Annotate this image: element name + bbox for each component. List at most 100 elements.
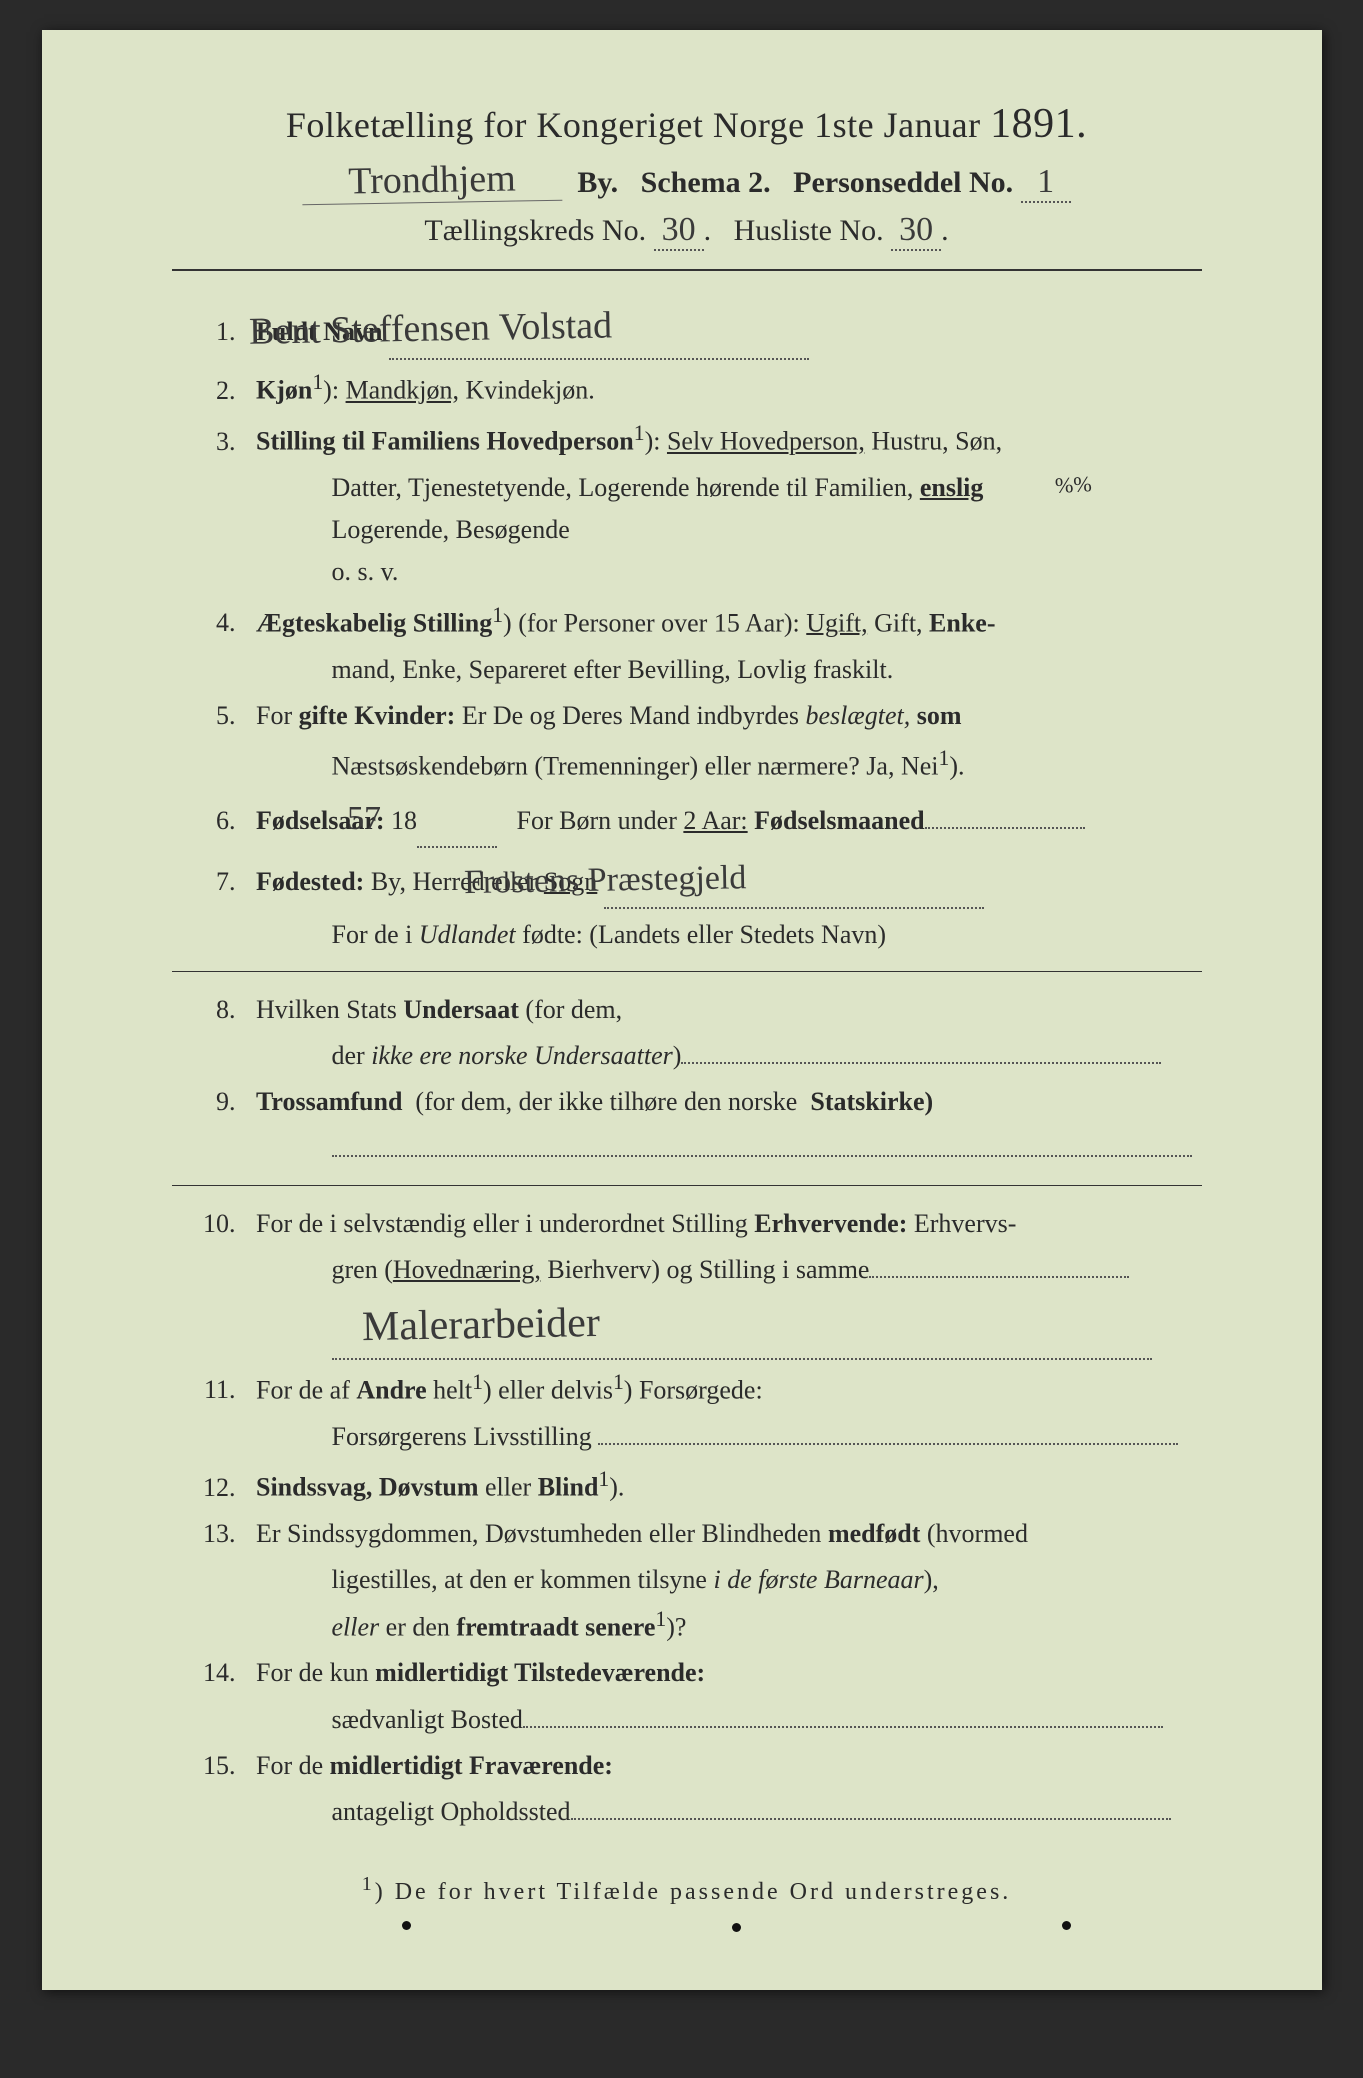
city-handwritten: Trondhjem: [302, 156, 563, 206]
l11f: Forsørgerens Livsstilling: [332, 1422, 592, 1451]
selv-hovedperson: Selv Hovedperson,: [667, 427, 865, 456]
l5a: For: [256, 701, 292, 730]
title-year: 1891.: [990, 101, 1087, 147]
l6d: 2 Aar:: [683, 806, 747, 835]
l8a: Hvilken Stats: [256, 995, 397, 1024]
husliste-label: Husliste No.: [734, 214, 884, 247]
item-11-cont: Forsørgerens Livsstilling: [142, 1417, 1232, 1457]
year-hand: 57: [347, 800, 381, 837]
medfodt: medfødt: [828, 1519, 920, 1548]
footnote: 1) De for hvert Tilfælde passende Ord un…: [142, 1873, 1232, 1906]
num-13: 13.: [182, 1514, 236, 1554]
tros-field: [332, 1155, 1192, 1157]
item-13-cont1: ligestilles, at den er kommen tilsyne i …: [142, 1560, 1232, 1600]
kreds-label: Tællingskreds No.: [424, 214, 646, 247]
num-2: 2.: [182, 371, 236, 411]
label-kjon: Kjøn: [256, 376, 312, 405]
name-handwritten: Bent Steffensen Volstad: [318, 296, 612, 360]
trossamfund: Trossamfund: [256, 1087, 402, 1116]
bosted-field: [523, 1726, 1163, 1728]
sup-12: 1: [598, 1467, 609, 1491]
mandkjon: Mandkjøn,: [346, 376, 459, 405]
l8c: (for dem,: [525, 995, 622, 1024]
enslig: enslig: [920, 473, 984, 502]
item-15: 15. For de midlertidigt Fraværende:: [142, 1746, 1232, 1786]
subline-1: Trondhjem By. Schema 2. Personseddel No.…: [142, 158, 1232, 203]
erhvervende: Erhvervende:: [754, 1209, 907, 1238]
footnote-sup: 1: [362, 1873, 375, 1895]
l4d: Gift,: [874, 608, 922, 637]
num-14: 14.: [182, 1653, 236, 1693]
subline-2: Tællingskreds No. 30. Husliste No. 30.: [142, 211, 1232, 251]
l11e: ) Forsørgede:: [624, 1375, 763, 1404]
divider-1: [172, 971, 1202, 972]
l3g: Logerende, Besøgende: [332, 515, 570, 544]
l12d: ).: [609, 1473, 624, 1502]
l10d: gren (: [332, 1255, 393, 1284]
l5c: Er De og Deres Mand indbyrdes: [462, 701, 799, 730]
ophold-field: [571, 1818, 1171, 1820]
l13g: eller: [332, 1612, 380, 1641]
item-6: 6. Fødselsaar: 1857 For Børn under 2 Aar…: [142, 793, 1232, 848]
ink-dot-1: [402, 1921, 411, 1930]
l13j: )?: [666, 1612, 686, 1641]
item-1: 1. Fuldt Navn Bent Steffensen Volstad: [142, 299, 1232, 360]
l13f: ),: [924, 1565, 939, 1594]
item-10-cont2: Malerarbeider: [142, 1293, 1232, 1360]
ink-dot-2: [732, 1923, 741, 1932]
sup-11b: 1: [613, 1370, 624, 1394]
item-5: 5. For gifte Kvinder: Er De og Deres Man…: [142, 696, 1232, 736]
num-8: 8.: [182, 990, 236, 1030]
l9b: (for dem, der ikke tilhøre den norske: [415, 1087, 797, 1116]
l13e: i de første Barneaar: [713, 1565, 923, 1594]
item-7-cont: For de i Udlandet fødte: (Landets eller …: [142, 915, 1232, 955]
l5f: Næstsøskendebørn (Tremenninger) eller næ…: [332, 752, 939, 781]
ink-dot-3: [1062, 1921, 1071, 1930]
l8d: der: [332, 1041, 365, 1070]
sup-4: 1: [492, 603, 503, 627]
sup-5: 1: [939, 746, 950, 770]
sup-2: 1: [312, 370, 323, 394]
l15c: antageligt Opholdssted: [332, 1797, 571, 1826]
item-2: 2. Kjøn1): Mandkjøn, Kvindekjøn.: [142, 366, 1232, 411]
num-9: 9.: [182, 1082, 236, 1122]
erhverv-field-1: [869, 1276, 1129, 1278]
tilstedevaerende: midlertidigt Tilstedeværende:: [375, 1658, 705, 1687]
occupation-hand: Malerarbeider: [361, 1291, 600, 1360]
item-14: 14. For de kun midlertidigt Tilstedevære…: [142, 1653, 1232, 1693]
l8e: ikke ere norske Undersaatter: [371, 1041, 673, 1070]
fodested: Fødested:: [256, 867, 364, 896]
label-stilling: Stilling til Familiens Hovedperson: [256, 427, 634, 456]
gifte-kvinder: gifte Kvinder:: [299, 701, 456, 730]
item-14-cont: sædvanligt Bosted: [142, 1700, 1232, 1740]
sup-3: 1: [634, 421, 645, 445]
title-line: Folketælling for Kongeriget Norge 1ste J…: [142, 100, 1232, 148]
num-10: 10.: [182, 1204, 236, 1244]
l5g: ).: [949, 752, 964, 781]
item-8: 8. Hvilken Stats Undersaat (for dem,: [142, 990, 1232, 1030]
l6b: 18: [391, 806, 417, 835]
month-field: [925, 827, 1085, 829]
item-10: 10. For de i selvstændig eller i underor…: [142, 1204, 1232, 1244]
blind: Blind: [538, 1473, 599, 1502]
item-3-cont3: o. s. v.: [142, 552, 1232, 592]
l3d: Hustru, Søn,: [871, 427, 1002, 456]
schema-label: Schema 2.: [641, 166, 771, 199]
scribble-mark: %%: [1054, 467, 1092, 503]
sup-13: 1: [655, 1607, 666, 1631]
item-3-cont2: Logerende, Besøgende: [142, 510, 1232, 550]
footnote-text: ) De for hvert Tilfælde passende Ord und…: [375, 1879, 1012, 1905]
l13h: er den: [386, 1612, 450, 1641]
year-field: 57: [417, 793, 497, 848]
l13a: Er Sindssygdommen, Døvstumheden eller Bl…: [256, 1519, 821, 1548]
sindssvag: Sindssvag, Døvstum: [256, 1473, 479, 1502]
enke: Enke-: [929, 608, 995, 637]
l4b: ) (for Personer over 15 Aar):: [503, 608, 800, 637]
item-3: 3. Stilling til Familiens Hovedperson1):…: [142, 417, 1232, 462]
l3e: Datter, Tjenestetyende, Logerende hørend…: [332, 473, 914, 502]
num-6: 6.: [182, 801, 236, 841]
undersaat-field: [681, 1062, 1161, 1064]
l7d: For de i: [332, 920, 413, 949]
l15a: For de: [256, 1751, 323, 1780]
l13d: ligestilles, at den er kommen tilsyne: [332, 1565, 707, 1594]
